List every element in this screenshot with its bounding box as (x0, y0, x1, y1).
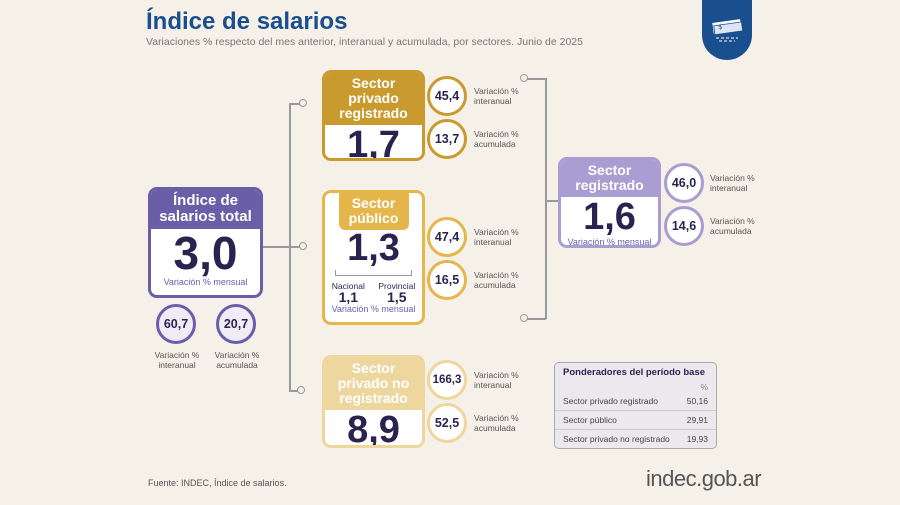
connector (289, 103, 291, 391)
privado-registrado-mensual: 1,7 (347, 124, 400, 161)
ponderadores-table: Ponderadores del período base % Sector p… (554, 362, 717, 449)
nacional: Nacional 1,1 (332, 281, 365, 304)
svg-text:$: $ (718, 23, 722, 31)
total-title: Índice de salarios total (151, 190, 260, 229)
money-stack-icon: $ (702, 0, 752, 60)
label-line: acumulada (474, 139, 516, 149)
indec-logo: indec.gob.ar (646, 466, 762, 491)
connector-dot (297, 386, 305, 394)
provincial-value: 1,5 (387, 289, 407, 305)
label-line: acumulada (710, 226, 752, 236)
no-registrado-acumulada: 52,5 (427, 403, 467, 443)
publico-interanual: 47,4 (427, 217, 467, 257)
label-line: interanual (474, 380, 512, 390)
connector (545, 78, 547, 319)
row-value: 19,93 (678, 429, 716, 448)
total-card: Índice de salarios total 3,0 Variación %… (148, 187, 263, 298)
label-line: Variación % (474, 227, 519, 237)
label-line: Variación % (214, 350, 260, 360)
sector-registrado-mensual: 1,6 (583, 196, 636, 238)
label-line: Variación % (154, 350, 200, 360)
label-line: Variación % (710, 173, 755, 183)
publico-acumulada: 16,5 (427, 260, 467, 300)
label-line: acumulada (474, 423, 516, 433)
nacional-value: 1,1 (338, 289, 359, 305)
total-interanual: 60,7 (156, 304, 196, 344)
sector-registrado-title: Sector registrado (561, 160, 658, 197)
connector-dot (520, 314, 528, 322)
connector-dot (520, 74, 528, 82)
connector (525, 318, 546, 320)
connector-dot (299, 99, 307, 107)
table-row: Sector privado no registrado 19,93 (555, 429, 716, 448)
connector (262, 246, 300, 248)
nacional-label: Nacional (331, 281, 365, 291)
sector-registrado-interanual: 46,0 (664, 163, 704, 203)
total-acumulada: 20,7 (216, 304, 256, 344)
label-line: acumulada (474, 280, 516, 290)
connector (525, 78, 546, 80)
no-registrado-mensual: 8,9 (347, 409, 400, 448)
interanual-label: Variación % interanual (474, 227, 519, 247)
connector (289, 390, 299, 392)
label-line: Variación % (474, 413, 519, 423)
no-registrado-title: Sector privado no registrado (325, 358, 422, 410)
acumulada-label: Variación % acumulada (211, 350, 263, 370)
privado-registrado-acumulada: 13,7 (427, 119, 467, 159)
acumulada-label: Variación % acumulada (474, 270, 519, 290)
ponderadores-title: Ponderadores del período base (563, 367, 706, 378)
connector-dot (299, 242, 307, 250)
acumulada-label: Variación % acumulada (710, 216, 755, 236)
label-line: Variación % (474, 270, 519, 280)
no-registrado-interanual: 166,3 (427, 360, 467, 400)
label-line: interanual (474, 96, 512, 106)
connector (545, 200, 558, 202)
connector (289, 103, 301, 105)
row-value: 50,16 (686, 396, 708, 406)
page-title: Índice de salarios (146, 8, 348, 35)
publico-title: Sector público (338, 193, 409, 230)
no-registrado-card: Sector privado no registrado 8,9 Variaci… (322, 355, 425, 448)
label-line: Variación % (474, 129, 519, 139)
label-line: interanual (158, 360, 196, 370)
label-line: Variación % (474, 86, 519, 96)
sector-registrado-acumulada: 14,6 (664, 206, 704, 246)
table-row: Sector público 29,91 (555, 410, 716, 430)
mensual-label: Variación % mensual (567, 237, 652, 247)
interanual-label: Variación % interanual (710, 173, 755, 193)
interanual-label: Variación % interanual (151, 350, 203, 370)
sector-registrado-card: Sector registrado 1,6 Variación % mensua… (558, 157, 661, 248)
acumulada-label: Variación % acumulada (474, 129, 519, 149)
acumulada-label: Variación % acumulada (474, 413, 519, 433)
interanual-label: Variación % interanual (474, 370, 519, 390)
mensual-label: Variación % mensual (331, 304, 416, 314)
row-label: Sector privado no registrado (555, 429, 679, 448)
row-label: Sector público (555, 410, 679, 430)
privado-registrado-interanual: 45,4 (427, 76, 467, 116)
unit-header: % (700, 382, 708, 392)
provincial-label: Provincial (378, 281, 416, 291)
privado-registrado-card: Sector privado registrado 1,7 Variación … (322, 70, 425, 161)
publico-card: Sector público 1,3 Nacional 1,1 Provincia… (322, 190, 425, 325)
provincial: Provincial 1,5 (378, 281, 415, 304)
mensual-label: Variación % mensual (163, 277, 248, 287)
source-note: Fuente: INDEC, Índice de salarios. (148, 478, 287, 488)
row-label: Sector privado registrado (563, 396, 658, 406)
privado-registrado-title: Sector privado registrado (325, 73, 422, 125)
label-line: Variación % (474, 370, 519, 380)
row-value: 29,91 (678, 410, 716, 430)
table-row: Sector privado registrado 50,16 (555, 392, 716, 411)
label-line: interanual (474, 237, 512, 247)
label-line: interanual (710, 183, 748, 193)
breakdown-bracket (335, 270, 412, 276)
interanual-label: Variación % interanual (474, 86, 519, 106)
page-subtitle: Variaciones % respecto del mes anterior,… (146, 36, 583, 48)
label-line: Variación % (710, 216, 755, 226)
publico-mensual: 1,3 (347, 227, 400, 269)
label-line: acumulada (216, 360, 258, 370)
total-mensual: 3,0 (173, 227, 238, 279)
